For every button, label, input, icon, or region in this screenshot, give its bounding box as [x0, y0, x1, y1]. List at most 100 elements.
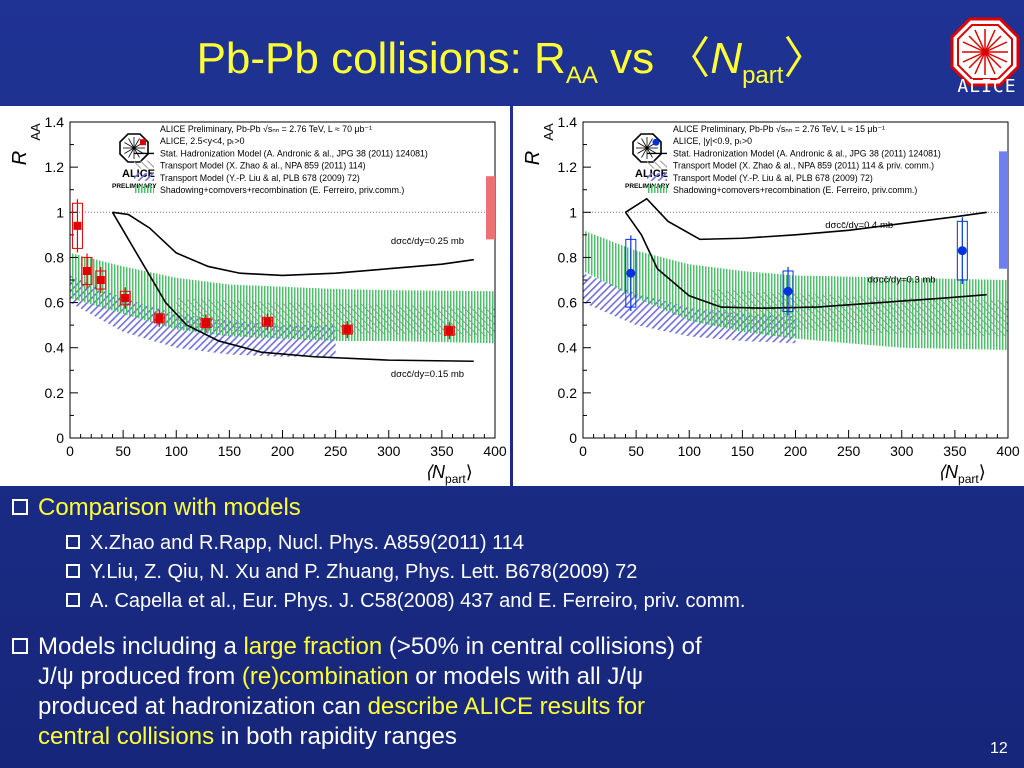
checkbox-bullet-icon [66, 534, 80, 549]
legend-entry: ALICE, 2.5<y<4, pₜ>0 [160, 136, 245, 146]
x-tick-label: 350 [430, 443, 454, 459]
y-axis-label-sub: AA [28, 123, 43, 141]
logo-spoke [124, 147, 135, 154]
x-tick-label: 0 [579, 443, 587, 459]
x-axis-label: ⟨Npart⟩ [938, 462, 986, 486]
alice-logo-icon [950, 17, 1020, 87]
legend-entry: Shadowing+comovers+recombination (E. Fer… [673, 185, 917, 195]
data-point [341, 321, 353, 339]
ref-item: X.Zhao and R.Rapp, Nucl. Phys. A859(2011… [66, 532, 524, 555]
data-point [782, 266, 794, 316]
x-tick-label: 100 [678, 443, 702, 459]
y-tick-label: 0 [56, 430, 64, 446]
legend-marker [652, 138, 660, 146]
ref-text: Y.Liu, Z. Qiu, N. Xu and P. Zhuang, Phys… [90, 561, 638, 583]
y-tick-label: 0.6 [558, 295, 578, 311]
data-point [262, 313, 274, 331]
highlight-text: large fraction [243, 633, 383, 660]
y-tick-label: 1.2 [558, 159, 578, 175]
text-part: J/ψ produced from [38, 663, 242, 690]
logo-spoke [133, 138, 140, 149]
logo-spoke [637, 147, 648, 154]
x-tick-label: 300 [377, 443, 401, 459]
data-marker [155, 314, 164, 323]
annotation: dσcc̄/dy=0.25 mb [391, 236, 464, 247]
legend-entry: Transport Model (X. Zhao & al., NPA 859 … [673, 161, 934, 171]
annotation: dσcc̄/dy=0.4 mb [825, 220, 893, 231]
ref-text: X.Zhao and R.Rapp, Nucl. Phys. A859(2011… [90, 532, 524, 554]
y-axis-label-sub: AA [541, 123, 556, 141]
data-point [95, 266, 107, 294]
bullet-comparison-text: Comparison with models [38, 494, 301, 521]
checkbox-bullet-icon [66, 592, 80, 607]
ref-item: A. Capella et al., Eur. Phys. J. C58(200… [66, 590, 1022, 613]
text-part: Models including a [38, 633, 244, 660]
y-axis-label: R [522, 151, 544, 165]
y-tick-label: 0.4 [45, 340, 65, 356]
x-tick-label: 0 [66, 443, 74, 459]
y-tick-label: 0.6 [45, 295, 65, 311]
logo-spoke [646, 138, 653, 149]
title-n-sub: part [742, 61, 784, 89]
chart-panel-mid: 0 0.2 0.4 0.6 0.8 1 1.2 1.4 0 50 100 150 200 250 300 35… [513, 106, 1024, 486]
shm-lower-line [624, 211, 987, 310]
logo-spoke [637, 142, 648, 149]
logo-text: ALICE [957, 76, 1017, 97]
legend-entry: Stat. Hadronization Model (A. Andronic &… [160, 148, 428, 158]
data-point [119, 287, 131, 309]
title-main: Pb-Pb collisions: R [196, 34, 566, 83]
text-part: (>50% in central collisions) of [382, 633, 702, 660]
title-n: N [710, 34, 743, 83]
y-tick-label: 1 [56, 204, 64, 220]
x-tick-label: 400 [996, 443, 1020, 459]
shm-upper-line [625, 197, 987, 241]
highlight-text: describe ALICE results for [367, 693, 646, 720]
y-tick-label: 0 [569, 430, 577, 446]
highlight-text: (re)combination [241, 663, 409, 690]
title-sub: AA [565, 61, 598, 89]
y-tick-label: 0.2 [45, 385, 65, 401]
data-point [71, 199, 83, 253]
x-tick-label: 150 [218, 443, 242, 459]
logo-spoke [646, 147, 657, 154]
bullet-models: Models including a large fraction (>50% … [12, 632, 1012, 752]
legend-swatch [134, 160, 154, 169]
logo-spoke [641, 147, 648, 158]
logo-spoke [133, 147, 144, 154]
x-tick-label: 350 [943, 443, 967, 459]
x-tick-label: 200 [784, 443, 808, 459]
global-uncertainty-box [999, 151, 1008, 269]
legend-swatch [647, 172, 667, 181]
x-tick-label: 400 [483, 443, 507, 459]
logo-spoke [128, 138, 135, 149]
data-marker [626, 268, 636, 278]
slide-title: Pb-Pb collisions: RAA vs 〈Npart〉 [196, 34, 828, 89]
y-tick-label: 0.8 [45, 249, 65, 265]
comovers-band [70, 252, 495, 344]
x-tick-label: 200 [271, 443, 295, 459]
y-tick-label: 0.8 [558, 249, 578, 265]
logo-spoke [128, 147, 135, 158]
data-marker [96, 276, 105, 284]
ref-text: A. Capella et al., Eur. Phys. J. C58(200… [90, 590, 746, 612]
legend-entry: ALICE Preliminary, Pb-Pb √sₙₙ = 2.76 TeV… [673, 124, 885, 134]
y-tick-label: 1.2 [45, 159, 65, 175]
x-tick-label: 150 [731, 443, 755, 459]
x-tick-label: 100 [165, 443, 189, 459]
x-tick-label: 300 [890, 443, 914, 459]
legend-entry: Shadowing+comovers+recombination (E. Fer… [160, 185, 404, 195]
x-tick-label: 250 [324, 443, 348, 459]
x-tick-label: 50 [628, 443, 644, 459]
chart-mid: 0 0.2 0.4 0.6 0.8 1 1.2 1.4 0 50 100 150 200 250 300 35… [522, 114, 1020, 486]
page-number: 12 [990, 740, 1008, 757]
chart-panel-forward: 0 0.2 0.4 0.6 0.8 1 1.2 1.4 0 50 100 150 200 250 300 35… [0, 106, 510, 486]
legend-marker [140, 139, 146, 146]
annotation: dσcc̄/dy=0.15 mb [391, 369, 464, 380]
data-point [200, 314, 212, 332]
text-part: in both rapidity ranges [214, 723, 457, 750]
data-marker [263, 317, 272, 326]
legend-entry: Transport Model (X. Zhao & al., NPA 859 … [160, 161, 366, 171]
data-marker [73, 221, 82, 230]
text-part: or models with all J/ψ [408, 663, 644, 690]
data-marker [783, 286, 793, 296]
